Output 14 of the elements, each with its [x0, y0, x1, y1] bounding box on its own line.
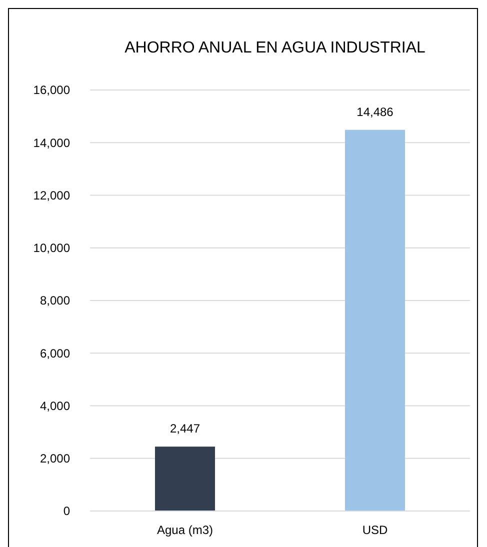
y-tick-label: 16,000 — [33, 83, 70, 98]
y-tick-label: 12,000 — [33, 188, 70, 202]
y-tick-label: 4,000 — [40, 398, 70, 413]
x-tick-label: Agua (m3) — [156, 523, 214, 538]
y-tick-label: 14,000 — [33, 136, 70, 150]
y-tick-label: 8,000 — [40, 294, 70, 308]
chart-title: AHORRO ANUAL EN AGUA INDUSTRIAL — [124, 40, 426, 57]
y-tick-label: 0 — [63, 504, 70, 518]
y-tick-label: 6,000 — [40, 346, 70, 360]
data-label: 14,486 — [356, 104, 394, 119]
y-tick-label: 2,000 — [40, 452, 70, 466]
data-label: 2,447 — [170, 422, 200, 436]
x-tick-label: USD — [362, 523, 388, 538]
y-tick-label: 10,000 — [33, 241, 70, 256]
